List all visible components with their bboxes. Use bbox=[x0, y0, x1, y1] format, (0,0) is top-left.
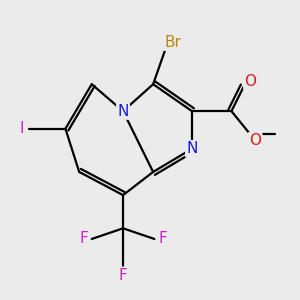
Text: N: N bbox=[117, 104, 129, 119]
Text: Br: Br bbox=[165, 35, 182, 50]
Text: I: I bbox=[19, 121, 24, 136]
Text: N: N bbox=[186, 141, 198, 156]
Text: F: F bbox=[79, 232, 88, 247]
Text: O: O bbox=[249, 133, 261, 148]
Text: F: F bbox=[158, 232, 167, 247]
Text: O: O bbox=[244, 74, 256, 88]
Text: F: F bbox=[119, 268, 128, 283]
